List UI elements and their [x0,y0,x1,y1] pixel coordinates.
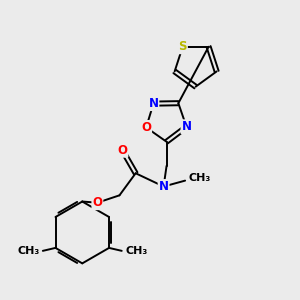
Text: O: O [141,121,151,134]
Text: N: N [182,120,191,133]
Text: CH₃: CH₃ [17,246,39,256]
Text: S: S [178,40,187,53]
Text: CH₃: CH₃ [125,246,148,256]
Text: N: N [148,97,158,110]
Text: N: N [159,180,169,193]
Text: O: O [92,196,102,209]
Text: CH₃: CH₃ [189,173,211,183]
Text: O: O [117,144,128,157]
